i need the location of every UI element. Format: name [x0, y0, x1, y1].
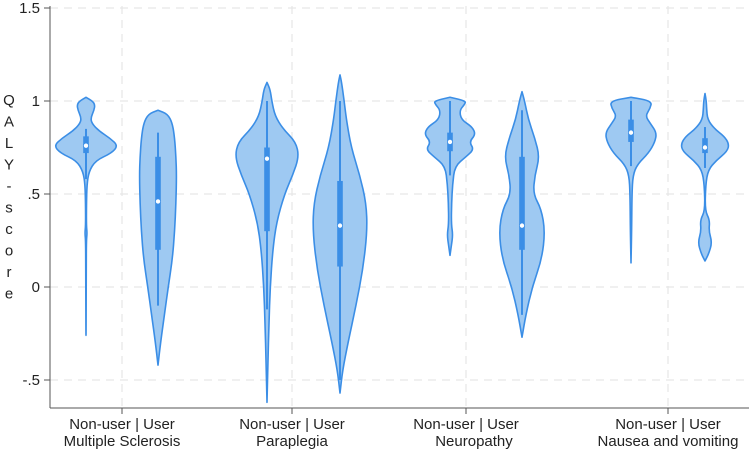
- x-tick-sublabel: Non-user | User: [69, 416, 175, 433]
- violin-median-marker: [628, 129, 635, 136]
- y-axis-label-char: o: [5, 243, 13, 260]
- y-tick-label: 1.5: [19, 0, 40, 17]
- y-axis-label-char: s: [5, 200, 13, 217]
- y-axis-label-char: Y: [4, 157, 14, 174]
- violin-plots: [55, 74, 730, 404]
- y-axis-label-char: e: [5, 286, 13, 303]
- x-tick-sublabel: Non-user | User: [413, 416, 519, 433]
- y-axis-label-char: Q: [3, 92, 15, 109]
- y-axis-ticks: 1.51.50-.5: [19, 0, 50, 389]
- y-tick-label: -.5: [22, 372, 40, 389]
- violin-iqr-box: [264, 147, 270, 232]
- y-tick-label: 1: [32, 93, 40, 110]
- x-group-label: Nausea and vomiting: [598, 433, 739, 450]
- y-tick-label: .5: [27, 186, 40, 203]
- violin-median-marker: [83, 142, 90, 149]
- violin-nausea-and-vomiting-user: [680, 92, 730, 262]
- violin-median-marker: [154, 198, 161, 205]
- x-group-label: Neuropathy: [435, 433, 513, 450]
- y-axis-label-char: c: [5, 221, 13, 238]
- violin-iqr-box: [519, 156, 525, 250]
- y-tick-label: 0: [32, 279, 40, 296]
- x-group-label: Paraplegia: [256, 433, 328, 450]
- violin-median-marker: [519, 222, 526, 229]
- y-axis-label-char: -: [7, 178, 12, 195]
- y-axis-label-char: L: [5, 135, 13, 152]
- violin-median-marker: [446, 138, 453, 145]
- y-axis-label-char: A: [4, 114, 14, 131]
- violin-median-marker: [336, 222, 343, 229]
- violin-neuropathy-non-user: [424, 96, 476, 257]
- y-axis-label-char: r: [7, 264, 12, 281]
- x-tick-sublabel: Non-user | User: [239, 416, 345, 433]
- violin-median-marker: [702, 144, 709, 151]
- violin-nausea-and-vomiting-non-user: [605, 96, 657, 264]
- violin-multiple-sclerosis-non-user: [55, 96, 117, 337]
- x-tick-sublabel: Non-user | User: [615, 416, 721, 433]
- violin-median-marker: [263, 155, 270, 162]
- x-group-label: Multiple Sclerosis: [64, 433, 181, 450]
